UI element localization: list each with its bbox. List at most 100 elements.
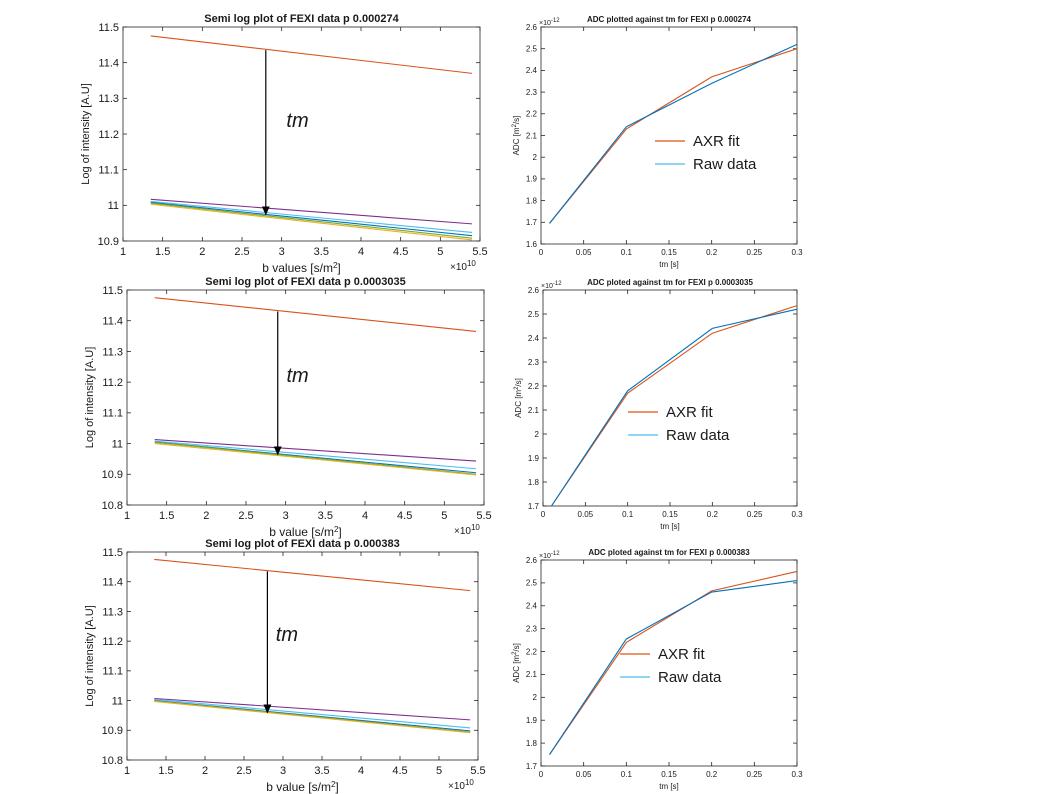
y-tick-label: 1.7 xyxy=(526,762,538,771)
chart-title: ADC ploted against tm for FEXI p 0.00038… xyxy=(588,548,750,557)
x-tick-label: 0.2 xyxy=(707,510,719,519)
chart-title: ADC plotted against tm for FEXI p 0.0002… xyxy=(587,15,752,24)
y-tick-label: 11.4 xyxy=(102,577,123,589)
series-line-2 xyxy=(549,580,798,755)
plot-area xyxy=(126,551,479,761)
x-axis-label-sup: 2 xyxy=(334,525,339,534)
y-axis-label-main: ADC [m xyxy=(514,390,523,418)
legend-label-2: Raw data xyxy=(693,156,757,173)
y-tick-label: 1.8 xyxy=(526,739,538,748)
y-exponent-base: ×10 xyxy=(539,553,551,560)
x-tick-label: 0 xyxy=(539,248,544,257)
chart-1: 1 1.5 2 2.5 3 3.5 4 4.5 5 5.510.91111.111.211.311… xyxy=(80,13,488,275)
x-tick-label: 0.05 xyxy=(576,770,592,779)
legend-label-1: AXR fit xyxy=(693,133,741,150)
x-axis-label: b values [s/m2] xyxy=(262,261,341,275)
x-exponent-power: 10 xyxy=(467,259,476,268)
x-axis-label: b value [s/m2] xyxy=(269,525,342,539)
x-tick-label: 1.5 xyxy=(155,246,170,258)
series-line-6 xyxy=(150,203,473,241)
legend-label-2: Raw data xyxy=(666,427,730,444)
y-tick-label: 2.6 xyxy=(528,286,540,295)
x-tick-label: 0.25 xyxy=(747,248,763,257)
x-tick-label: 0.1 xyxy=(621,770,633,779)
y-tick-label: 10.9 xyxy=(102,725,123,737)
y-tick-label: 1.8 xyxy=(526,196,538,205)
plot-area xyxy=(540,559,798,767)
plot-area xyxy=(122,26,481,242)
series-line-3 xyxy=(150,200,473,233)
y-axis-label: Log of intensity [A.U] xyxy=(84,347,96,449)
x-axis-label-main: b value [s/m xyxy=(269,525,334,539)
x-tick-label: 4.5 xyxy=(397,510,412,522)
y-tick-label: 2.6 xyxy=(526,23,538,32)
x-tick-label: 3.5 xyxy=(314,246,329,258)
series-line-2 xyxy=(150,198,473,225)
y-tick-label: 2.2 xyxy=(528,382,540,391)
y-tick-label: 2 xyxy=(533,693,538,702)
y-tick-label: 10.8 xyxy=(102,500,123,512)
y-tick-label: 2.4 xyxy=(526,602,538,611)
y-tick-label: 11.1 xyxy=(102,666,123,678)
x-tick-label: 0 xyxy=(539,770,544,779)
chart-title: ADC ploted against tm for FEXI p 0.00030… xyxy=(587,278,753,287)
y-tick-label: 2.6 xyxy=(526,556,538,565)
x-exponent-base: ×10 xyxy=(454,526,471,537)
x-exponent-power: 10 xyxy=(465,778,474,787)
y-exponent-base: ×10 xyxy=(541,283,553,290)
x-tick-label: 0.05 xyxy=(576,248,592,257)
plot-area xyxy=(540,26,798,245)
series-line-1 xyxy=(549,48,798,224)
x-tick-label: 0.3 xyxy=(791,510,803,519)
x-axis-label-end: ] xyxy=(338,525,341,539)
y-tick-label: 2 xyxy=(533,153,538,162)
y-tick-label: 11.4 xyxy=(98,58,119,70)
y-tick-label: 11.1 xyxy=(98,165,119,177)
legend-label-1: AXR fit xyxy=(658,646,706,663)
series-line-4 xyxy=(150,201,473,237)
y-axis-label: ADC [m2/s] xyxy=(512,643,521,683)
x-tick-label: 4 xyxy=(358,246,364,258)
tm-annotation: tm xyxy=(286,110,308,132)
x-tick-label: 3 xyxy=(280,765,286,777)
chart-title: Semi log plot of FEXI data p 0.000383 xyxy=(205,538,399,550)
chart-3: 1 1.5 2 2.5 3 3.5 4 4.5 5 5.510.810.91111.111.211… xyxy=(84,276,492,539)
x-axis-label: b value [s/m2] xyxy=(266,780,339,794)
x-tick-label: 4.5 xyxy=(392,765,407,777)
plot-area xyxy=(542,289,798,507)
plot-area xyxy=(126,289,485,506)
x-axis-label-main: b value [s/m xyxy=(266,780,331,794)
y-tick-label: 2.5 xyxy=(528,310,540,319)
y-tick-label: 1.9 xyxy=(526,716,538,725)
chart-4: 0 0.05 0.1 0.15 0.2 0.25 0.3 1.7 1.8 1.9 2 2.1 2.2 2.… xyxy=(514,278,803,531)
y-tick-label: 1.7 xyxy=(526,218,538,227)
x-axis-label-main: b values [s/m xyxy=(262,261,333,275)
x-exponent-base: ×10 xyxy=(448,781,465,792)
y-tick-label: 10.9 xyxy=(102,469,123,481)
x-tick-label: 5.5 xyxy=(476,510,491,522)
x-tick-label: 4 xyxy=(358,765,364,777)
x-tick-label: 2 xyxy=(203,510,209,522)
x-tick-label: 1.5 xyxy=(158,765,173,777)
y-tick-label: 2.1 xyxy=(526,131,538,140)
y-axis-label-end: /s] xyxy=(512,116,521,124)
y-exponent-power: -12 xyxy=(551,18,560,24)
y-tick-label: 2 xyxy=(535,430,540,439)
y-tick-label: 1.7 xyxy=(528,502,540,511)
y-axis-label: ADC [m2/s] xyxy=(512,116,521,156)
y-tick-label: 11.2 xyxy=(102,377,123,389)
y-tick-label: 11.3 xyxy=(98,93,119,105)
series-line-3 xyxy=(154,698,471,729)
x-axis-label-sup: 2 xyxy=(333,261,338,270)
y-tick-label: 11.3 xyxy=(102,606,123,618)
y-exponent: ×10-12 xyxy=(541,281,562,290)
y-tick-label: 10.9 xyxy=(98,236,119,248)
series-line-5 xyxy=(154,441,477,475)
x-tick-label: 2.5 xyxy=(234,246,249,258)
y-tick-label: 2.5 xyxy=(526,579,538,588)
y-tick-label: 11.5 xyxy=(102,285,123,297)
x-tick-label: 1.5 xyxy=(159,510,174,522)
series-line-2 xyxy=(551,308,798,507)
series-line-1 xyxy=(551,305,798,507)
y-tick-label: 11 xyxy=(108,200,119,212)
